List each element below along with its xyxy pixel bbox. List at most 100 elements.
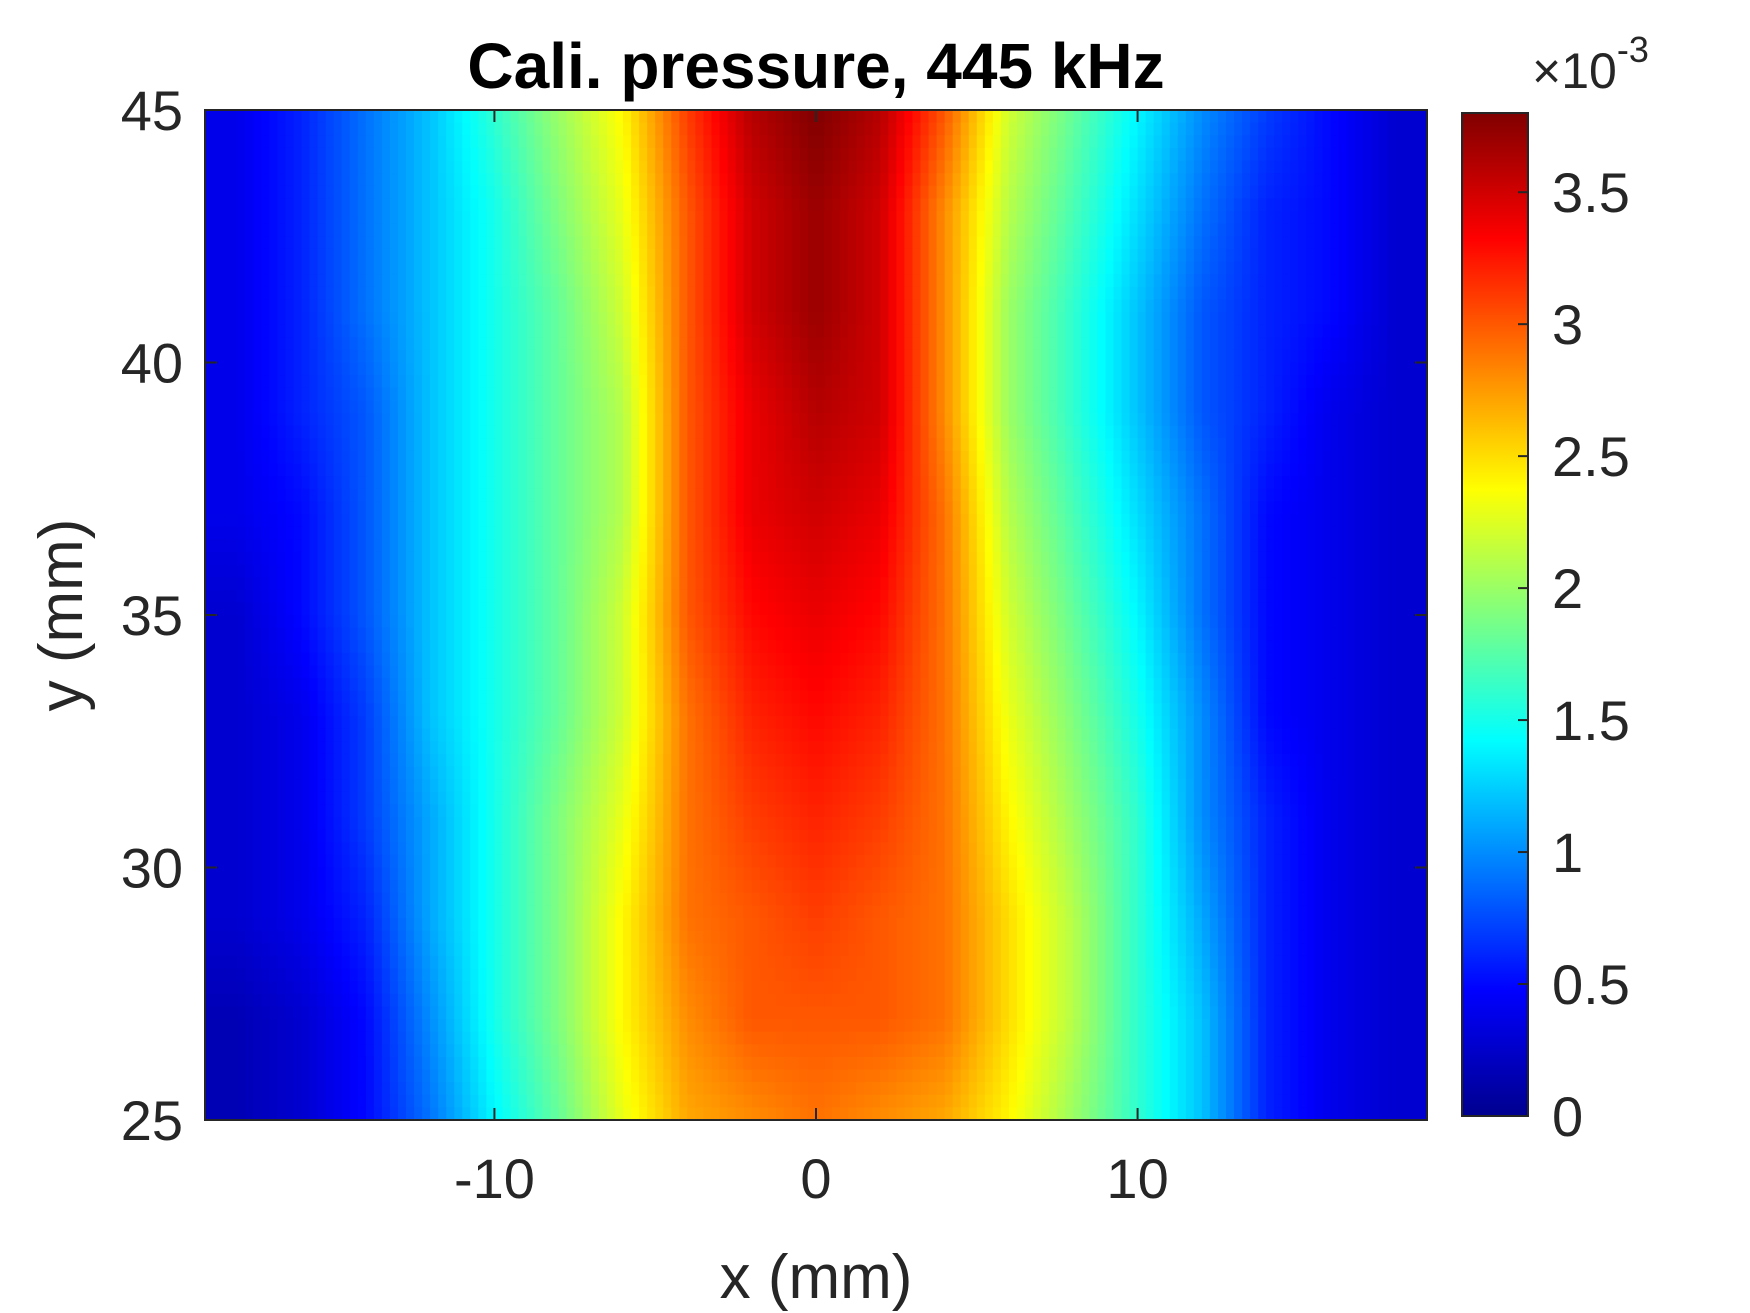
heatmap-cell [422, 476, 431, 489]
heatmap-cell [478, 135, 487, 148]
heatmap-cell [848, 299, 857, 312]
heatmap-cell [543, 224, 552, 237]
heatmap-cell [1371, 312, 1380, 325]
heatmap-cell [1113, 211, 1122, 224]
heatmap-cell [1347, 489, 1356, 502]
heatmap-cell [1154, 451, 1163, 464]
heatmap-cell [1322, 476, 1331, 489]
heatmap-cell [912, 299, 921, 312]
heatmap-cell [1001, 236, 1010, 249]
heatmap-cell [1234, 148, 1243, 161]
heatmap-cell [398, 236, 407, 249]
heatmap-cell [687, 388, 696, 401]
heatmap-cell [301, 476, 310, 489]
heatmap-cell [1097, 501, 1106, 514]
heatmap-cell [1170, 173, 1179, 186]
heatmap-cell [647, 489, 656, 502]
heatmap-cell [880, 148, 889, 161]
heatmap-cell [535, 464, 544, 477]
heatmap-cell [358, 337, 367, 350]
heatmap-cell [583, 148, 592, 161]
heatmap-cell [663, 388, 672, 401]
heatmap-cell [575, 173, 584, 186]
heatmap-cell [961, 375, 970, 388]
heatmap-cell [253, 426, 262, 439]
heatmap-cell [277, 161, 286, 174]
heatmap-cell [808, 413, 817, 426]
heatmap-cell [261, 451, 270, 464]
heatmap-cell [486, 464, 495, 477]
heatmap-cell [1001, 489, 1010, 502]
heatmap-cell [527, 375, 536, 388]
heatmap-cell [720, 211, 729, 224]
heatmap-cell [334, 123, 343, 136]
heatmap-cell [575, 451, 584, 464]
heatmap-cell [1363, 337, 1372, 350]
heatmap-cell [1025, 350, 1034, 363]
heatmap-cell [502, 224, 511, 237]
heatmap-cell [1379, 489, 1388, 502]
heatmap-cell [1065, 363, 1074, 376]
heatmap-cell [872, 363, 881, 376]
heatmap-cell [366, 337, 375, 350]
heatmap-cell [856, 236, 865, 249]
heatmap-cell [229, 236, 238, 249]
heatmap-cell [1242, 476, 1251, 489]
heatmap-cell [977, 438, 986, 451]
heatmap-cell [559, 236, 568, 249]
heatmap-cell [655, 224, 664, 237]
heatmap-cell [1122, 451, 1131, 464]
heatmap-cell [921, 186, 930, 199]
heatmap-cell [350, 476, 359, 489]
heatmap-cell [711, 312, 720, 325]
heatmap-cell [559, 400, 568, 413]
heatmap-cell [1122, 476, 1131, 489]
heatmap-cell [1274, 375, 1283, 388]
heatmap-cell [864, 400, 873, 413]
heatmap-cell [1178, 337, 1187, 350]
heatmap-cell [591, 451, 600, 464]
heatmap-cell [301, 287, 310, 300]
heatmap-cell [454, 287, 463, 300]
heatmap-cell [1395, 388, 1404, 401]
heatmap-cell [736, 110, 745, 123]
heatmap-cell [1363, 476, 1372, 489]
heatmap-cell [1065, 501, 1074, 514]
heatmap-cell [1250, 312, 1259, 325]
heatmap-cell [1017, 148, 1026, 161]
heatmap-cell [1306, 375, 1315, 388]
heatmap-cell [1025, 198, 1034, 211]
heatmap-cell [977, 337, 986, 350]
heatmap-cell [703, 489, 712, 502]
heatmap-cell [728, 426, 737, 439]
heatmap-cell [1186, 312, 1195, 325]
heatmap-cell [929, 274, 938, 287]
heatmap-cell [993, 464, 1002, 477]
heatmap-cell [1218, 388, 1227, 401]
heatmap-cell [406, 110, 415, 123]
heatmap-cell [494, 224, 503, 237]
heatmap-cell [511, 110, 520, 123]
heatmap-cell [301, 438, 310, 451]
heatmap-cell [1210, 211, 1219, 224]
heatmap-cell [872, 388, 881, 401]
heatmap-cell [478, 224, 487, 237]
heatmap-cell [1146, 325, 1155, 338]
heatmap-cell [977, 312, 986, 325]
heatmap-cell [430, 299, 439, 312]
heatmap-cell [438, 451, 447, 464]
heatmap-cell [1170, 426, 1179, 439]
heatmap-cell [744, 325, 753, 338]
heatmap-cell [720, 299, 729, 312]
heatmap-cell [1411, 249, 1420, 262]
heatmap-cell [478, 123, 487, 136]
heatmap-cell [535, 249, 544, 262]
heatmap-cell [382, 388, 391, 401]
heatmap-cell [744, 451, 753, 464]
heatmap-cell [1322, 110, 1331, 123]
heatmap-cell [1226, 198, 1235, 211]
heatmap-cell [1322, 224, 1331, 237]
heatmap-cell [880, 135, 889, 148]
heatmap-cell [888, 198, 897, 211]
heatmap-cell [760, 426, 769, 439]
